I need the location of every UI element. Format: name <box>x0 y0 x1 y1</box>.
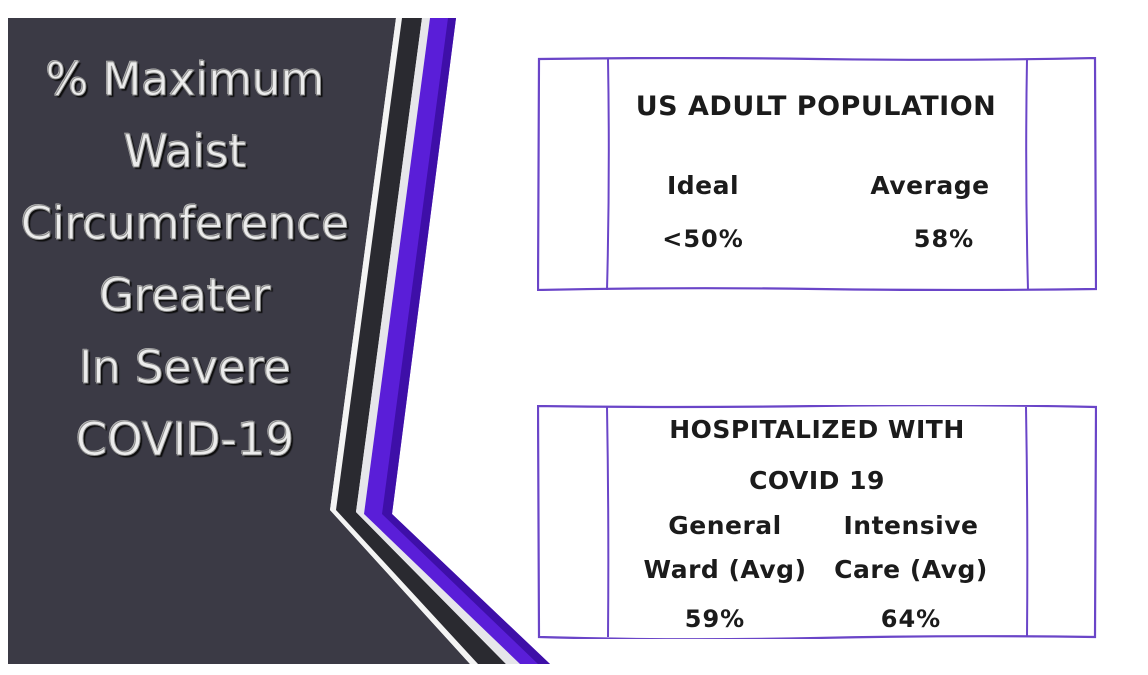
title-line-2: Waist <box>123 125 247 179</box>
card-frame <box>537 405 1097 639</box>
us-adult-population-card: US ADULT POPULATION Ideal Average <50% 5… <box>537 57 1097 291</box>
hospitalized-heading-line-1: HOSPITALIZED WITH <box>669 415 965 444</box>
dark-title-panel <box>8 18 470 664</box>
average-label: Average <box>870 171 990 200</box>
title-line-5: In Severe <box>79 341 292 395</box>
general-ward-value: 59% <box>684 605 746 633</box>
ideal-value: <50% <box>662 225 744 253</box>
title-line-3: Circumference <box>20 197 350 251</box>
card-frame <box>537 57 1097 291</box>
title-line-6: COVID-19 <box>75 413 295 467</box>
average-value: 58% <box>913 225 975 253</box>
general-ward-label-line-1: General <box>668 511 782 540</box>
us-adult-heading: US ADULT POPULATION <box>635 91 997 122</box>
title-line-1: % Maximum <box>45 53 325 107</box>
intensive-care-label-line-2: Care (Avg) <box>834 555 988 584</box>
general-ward-label-line-2: Ward (Avg) <box>643 555 807 584</box>
ideal-label: Ideal <box>666 171 740 200</box>
intensive-care-label-line-1: Intensive <box>843 511 979 540</box>
title-line-4: Greater <box>99 269 271 323</box>
purple-chevron-stripe <box>364 18 550 664</box>
slide-title: % Maximum Waist Circumference Greater In… <box>6 44 364 476</box>
dark-chevron-stripe <box>336 18 506 664</box>
intensive-care-value: 64% <box>880 605 942 633</box>
hospitalized-covid-card: HOSPITALIZED WITH COVID 19 General Ward … <box>537 405 1097 639</box>
hospitalized-heading-line-2: COVID 19 <box>749 466 885 495</box>
